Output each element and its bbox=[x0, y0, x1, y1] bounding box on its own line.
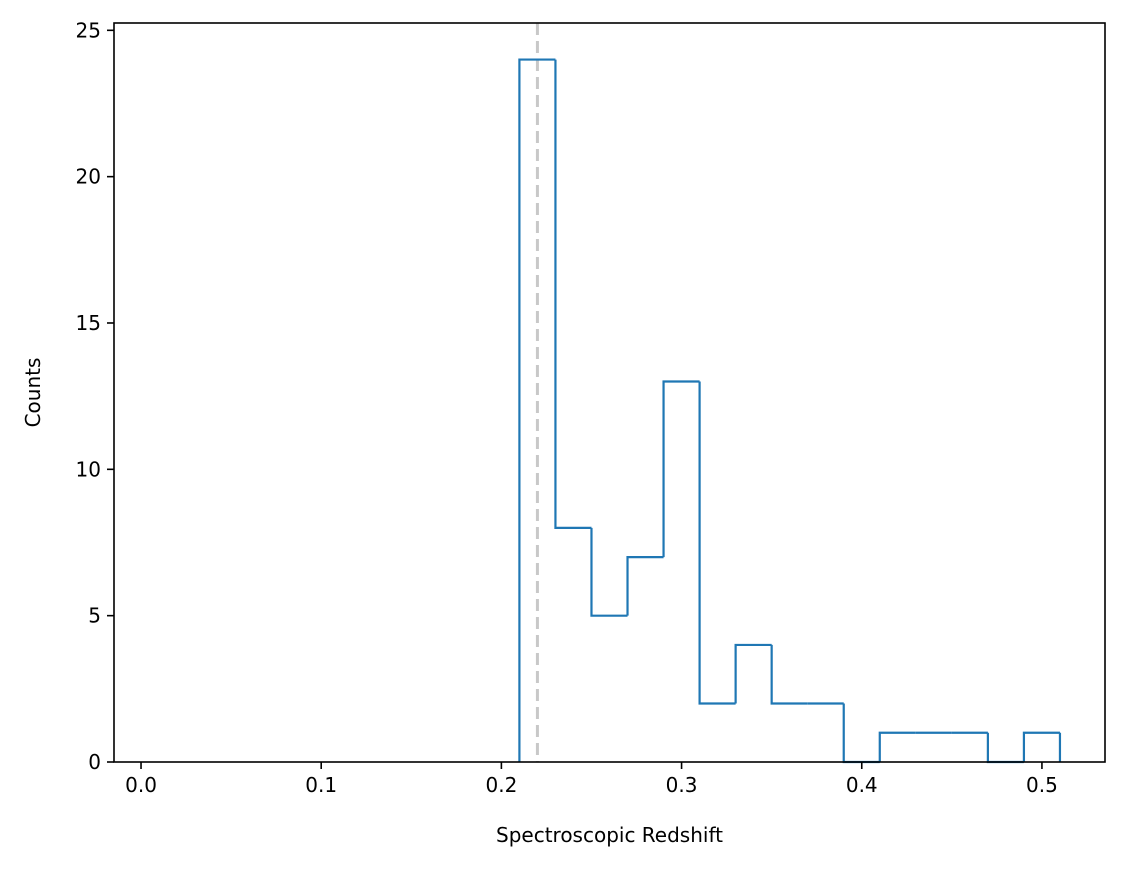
histogram-bin bbox=[518, 58, 556, 762]
x-axis-label: Spectroscopic Redshift bbox=[496, 823, 723, 847]
histogram-bin bbox=[590, 527, 628, 617]
y-axis-ticks: 0 5 10 15 20 25 bbox=[76, 18, 114, 774]
histogram-step-layer bbox=[518, 58, 1062, 764]
histogram-bin bbox=[878, 731, 916, 762]
y-tick-label: 15 bbox=[76, 311, 101, 335]
histogram-bin bbox=[770, 644, 808, 705]
histogram-bin bbox=[986, 732, 1024, 764]
x-tick-label: 0.4 bbox=[846, 773, 878, 797]
histogram-bin bbox=[698, 381, 736, 705]
histogram-bin bbox=[662, 380, 700, 558]
x-tick-label: 0.1 bbox=[305, 773, 337, 797]
y-tick-label: 25 bbox=[76, 18, 101, 42]
histogram-bin bbox=[1022, 731, 1060, 762]
x-tick-label: 0.0 bbox=[125, 773, 157, 797]
x-axis-ticks: 0.0 0.1 0.2 0.3 0.4 0.5 bbox=[125, 762, 1058, 797]
histogram-bin bbox=[554, 59, 592, 529]
axes-frame bbox=[113, 22, 1106, 763]
y-tick-label: 10 bbox=[76, 457, 101, 481]
x-tick-label: 0.5 bbox=[1026, 773, 1058, 797]
histogram-bin bbox=[734, 643, 772, 704]
x-tick-label: 0.2 bbox=[485, 773, 517, 797]
y-tick-label: 5 bbox=[88, 604, 101, 628]
y-axis-label: Counts bbox=[21, 358, 45, 428]
histogram-bin bbox=[842, 703, 880, 764]
y-tick-label: 0 bbox=[88, 750, 101, 774]
y-tick-label: 20 bbox=[76, 165, 101, 189]
x-tick-label: 0.3 bbox=[666, 773, 698, 797]
histogram-bin bbox=[626, 556, 664, 616]
